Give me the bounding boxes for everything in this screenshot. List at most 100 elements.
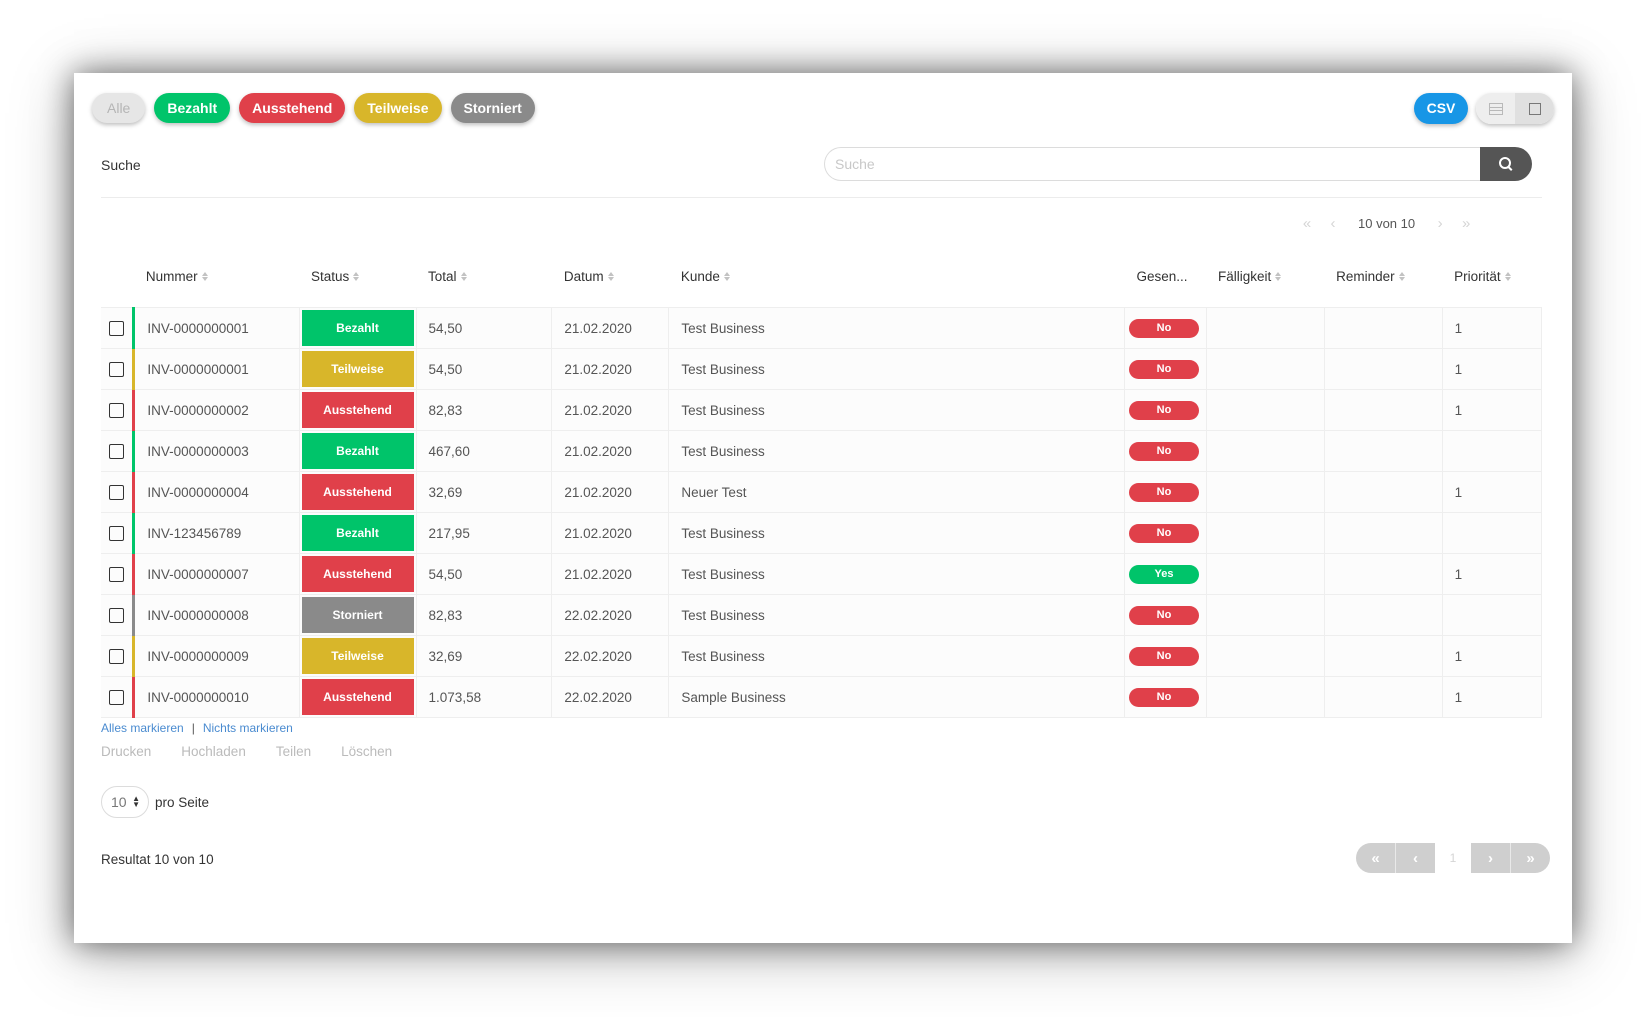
- invoice-number[interactable]: INV-0000000001: [132, 348, 300, 390]
- row-checkbox[interactable]: [109, 525, 125, 541]
- row-checkbox[interactable]: [109, 566, 125, 582]
- sent-cell: No: [1124, 348, 1207, 390]
- invoice-number[interactable]: INV-0000000003: [132, 430, 300, 472]
- filter-paid-button[interactable]: Bezahlt: [154, 93, 231, 123]
- header-label: Status: [311, 268, 350, 284]
- row-checkbox[interactable]: [109, 402, 125, 418]
- invoice-number[interactable]: INV-0000000002: [132, 389, 300, 431]
- sent-cell: No: [1124, 430, 1207, 472]
- table-row[interactable]: INV-0000000001 Bezahlt 54,50 21.02.2020 Test…: [101, 307, 1543, 349]
- header-reminder[interactable]: Reminder: [1324, 253, 1442, 299]
- table-row[interactable]: INV-0000000003 Bezahlt 467,60 21.02.2020 Tes…: [101, 430, 1543, 472]
- table-row[interactable]: INV-0000000008 Storniert 82,83 22.02.2020 Te…: [101, 594, 1543, 636]
- invoice-number[interactable]: INV-0000000010: [132, 676, 300, 718]
- next-page-icon[interactable]: ›: [1437, 215, 1443, 232]
- row-select: [101, 389, 134, 431]
- table-body: INV-0000000001 Bezahlt 54,50 21.02.2020 Test…: [101, 307, 1543, 718]
- row-checkbox[interactable]: [109, 361, 125, 377]
- invoice-number[interactable]: INV-0000000001: [132, 307, 300, 349]
- header-total[interactable]: Total: [416, 253, 552, 299]
- header-label: Fälligkeit: [1218, 268, 1272, 284]
- due-cell: [1206, 594, 1325, 636]
- total-cell: 54,50: [416, 307, 553, 349]
- delete-action[interactable]: Löschen: [341, 744, 393, 759]
- row-checkbox[interactable]: [109, 648, 125, 664]
- select-all-link[interactable]: Alles markieren: [101, 721, 184, 735]
- prev-page-icon[interactable]: ‹: [1330, 215, 1336, 232]
- filter-partial-button[interactable]: Teilweise: [354, 93, 442, 123]
- prev-page-button[interactable]: ‹: [1395, 843, 1435, 873]
- row-checkbox[interactable]: [109, 607, 125, 623]
- bulk-separator: |: [191, 721, 195, 735]
- search-input[interactable]: [824, 147, 1481, 181]
- per-page-label: pro Seite: [155, 794, 210, 810]
- csv-export-button[interactable]: CSV: [1414, 93, 1468, 124]
- header-nummer[interactable]: Nummer: [134, 253, 299, 299]
- search-bar: [824, 147, 1542, 181]
- table-row[interactable]: INV-0000000002 Ausstehend 82,83 21.02.2020 T…: [101, 389, 1543, 431]
- status-badge: Ausstehend: [301, 556, 414, 592]
- sort-icon: [723, 272, 730, 282]
- header-prioritaet[interactable]: Priorität: [1442, 253, 1541, 299]
- invoice-number[interactable]: INV-0000000007: [132, 553, 300, 595]
- status-cell: Bezahlt: [299, 512, 417, 554]
- header-gesendet[interactable]: Gesen...: [1125, 253, 1207, 299]
- filter-cancelled-button[interactable]: Storniert: [450, 93, 535, 123]
- search-label: Suche: [101, 157, 141, 173]
- invoice-number[interactable]: INV-0000000009: [132, 635, 300, 677]
- table-row[interactable]: INV-0000000010 Ausstehend 1.073,58 22.02.20…: [101, 676, 1543, 718]
- filter-pending-button[interactable]: Ausstehend: [239, 93, 346, 123]
- header-status[interactable]: Status: [299, 253, 416, 299]
- grid-view-button[interactable]: [1515, 93, 1554, 124]
- search-button[interactable]: [1480, 147, 1532, 181]
- header-faelligkeit[interactable]: Fälligkeit: [1206, 253, 1324, 299]
- status-cell: Bezahlt: [299, 430, 417, 472]
- current-page: 1: [1449, 851, 1457, 865]
- table-row[interactable]: INV-0000000009 Teilweise 32,69 22.02.2020 Te…: [101, 635, 1543, 677]
- row-checkbox[interactable]: [109, 320, 125, 336]
- list-icon: [1488, 102, 1503, 115]
- sent-badge: No: [1129, 482, 1200, 502]
- per-page-control: 10 ▲ ▼ pro Seite: [101, 786, 209, 818]
- upload-action[interactable]: Hochladen: [181, 744, 246, 759]
- due-cell: [1206, 307, 1325, 349]
- status-cell: Teilweise: [299, 635, 417, 677]
- invoice-number[interactable]: INV-0000000004: [132, 471, 300, 513]
- row-checkbox[interactable]: [109, 689, 125, 705]
- priority-cell: [1442, 512, 1543, 554]
- sent-cell: No: [1124, 512, 1207, 554]
- row-checkbox[interactable]: [109, 443, 125, 459]
- header-kunde[interactable]: Kunde: [669, 253, 1125, 299]
- header-label: Gesen...: [1136, 268, 1188, 284]
- table-row[interactable]: INV-0000000001 Teilweise 54,50 21.02.2020 Te…: [101, 348, 1543, 390]
- status-badge: Ausstehend: [301, 679, 414, 715]
- customer-cell: Test Business: [668, 512, 1126, 554]
- print-action[interactable]: Drucken: [101, 744, 152, 759]
- sort-icon: [1398, 272, 1405, 282]
- row-select: [101, 307, 134, 349]
- customer-cell: Test Business: [668, 430, 1126, 472]
- first-page-button[interactable]: «: [1356, 843, 1395, 873]
- date-cell: 22.02.2020: [551, 635, 670, 677]
- last-page-icon[interactable]: »: [1461, 215, 1471, 232]
- invoice-number[interactable]: INV-0000000008: [132, 594, 300, 636]
- sent-badge: No: [1129, 646, 1200, 666]
- last-page-button[interactable]: »: [1510, 843, 1550, 873]
- invoice-number[interactable]: INV-123456789: [132, 512, 300, 554]
- priority-cell: [1442, 430, 1543, 472]
- table-row[interactable]: INV-0000000004 Ausstehend 32,69 21.02.2020 N…: [101, 471, 1543, 513]
- row-checkbox[interactable]: [109, 484, 125, 500]
- row-select: [101, 512, 134, 554]
- select-none-link[interactable]: Nichts markieren: [202, 721, 293, 735]
- list-view-button[interactable]: [1476, 93, 1515, 124]
- header-datum[interactable]: Datum: [552, 253, 669, 299]
- first-page-icon[interactable]: «: [1302, 215, 1312, 232]
- table-row[interactable]: INV-123456789 Bezahlt 217,95 21.02.2020 Test…: [101, 512, 1543, 554]
- filter-all-button[interactable]: Alle: [92, 93, 146, 123]
- share-action[interactable]: Teilen: [275, 744, 312, 759]
- page-count: 10 von 10: [1358, 216, 1416, 231]
- table-row[interactable]: INV-0000000007 Ausstehend 54,50 21.02.2020 T…: [101, 553, 1543, 595]
- next-page-button[interactable]: ›: [1471, 843, 1510, 873]
- per-page-select[interactable]: 10 ▲ ▼: [101, 786, 149, 818]
- sent-cell: No: [1124, 307, 1207, 349]
